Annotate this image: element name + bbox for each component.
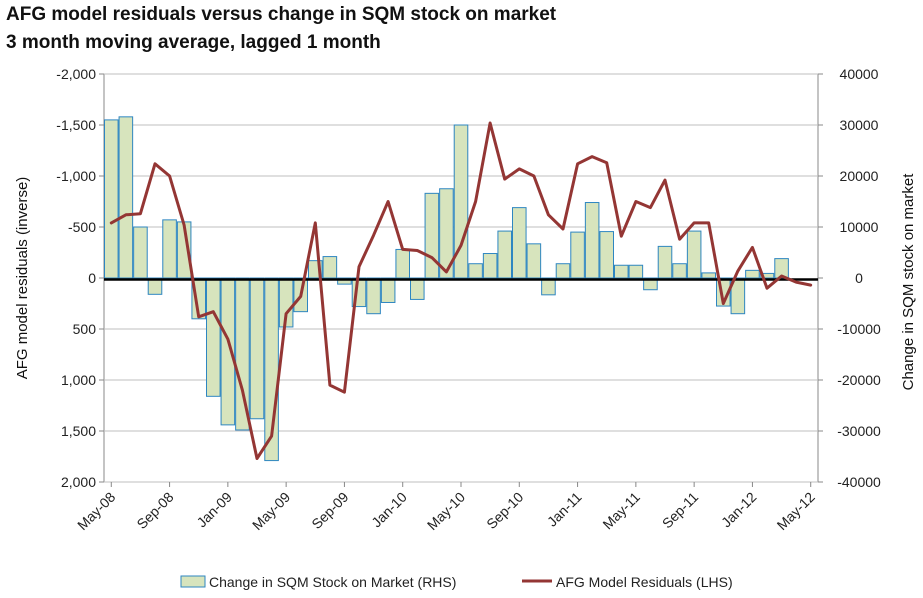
bar [220, 277, 236, 426]
bar [439, 188, 454, 279]
left-tick-label: -500 [68, 219, 96, 235]
left-tick-label: -2,000 [56, 66, 96, 82]
bar [657, 245, 673, 279]
x-tick-label: Sep-09 [308, 489, 351, 532]
right-tick-label: 30000 [840, 117, 879, 133]
left-tick-label: 500 [73, 321, 97, 337]
chart-title: AFG model residuals versus change in SQM… [6, 4, 557, 25]
bar [570, 231, 585, 279]
bar [410, 277, 425, 300]
x-tick-label: May-11 [599, 489, 643, 533]
bar [235, 277, 250, 431]
bar [759, 272, 775, 279]
right-tick-label: -10000 [837, 321, 881, 337]
bar [322, 256, 338, 279]
bar [497, 230, 512, 279]
residuals-line [109, 121, 813, 460]
bar [555, 263, 571, 279]
x-tick-label: May-09 [249, 489, 293, 533]
legend-bar-label: Change in SQM Stock on Market (RHS) [209, 574, 456, 590]
x-tick-label: Jan-12 [718, 489, 760, 531]
bar [614, 264, 629, 279]
bar [643, 277, 658, 291]
x-tick-label: Sep-08 [133, 489, 176, 532]
bar [584, 202, 600, 279]
bar [366, 277, 381, 315]
bar [147, 277, 163, 295]
bar [526, 243, 542, 279]
left-tick-label: 0 [88, 270, 96, 286]
bar [482, 253, 498, 279]
right-tick-label: -20000 [837, 372, 881, 388]
bar [672, 263, 687, 279]
bar [206, 277, 221, 397]
x-tick-label: Sep-10 [483, 489, 526, 532]
bar [278, 277, 294, 328]
bar [380, 277, 396, 303]
x-tick-label: May-08 [74, 489, 118, 533]
legend-bar-swatch [180, 575, 206, 588]
bar [541, 277, 556, 296]
bar [118, 116, 134, 279]
x-tick-label: Jan-10 [368, 489, 410, 531]
bar [162, 219, 177, 279]
bar [424, 192, 440, 279]
left-tick-label: 1,000 [61, 372, 96, 388]
left-tick-label: 1,500 [61, 423, 96, 439]
x-tick-label: Sep-11 [659, 489, 702, 532]
x-tick-label: Jan-11 [544, 489, 585, 530]
bar [599, 231, 615, 279]
bar [512, 207, 527, 279]
bar [745, 269, 760, 279]
bar [104, 119, 119, 279]
right-axis-label: Change in SQM stock on market [900, 173, 917, 391]
bar [468, 263, 483, 279]
bar [701, 272, 717, 279]
bar [337, 277, 352, 285]
right-tick-label: -40000 [837, 474, 881, 490]
bar [774, 258, 789, 279]
right-tick-label: -30000 [837, 423, 881, 439]
left-tick-label: -1,500 [56, 117, 96, 133]
x-tick-label: Jan-09 [193, 489, 235, 531]
x-tick-label: May-12 [774, 489, 818, 533]
left-tick-label: -1,000 [56, 168, 96, 184]
bar [730, 277, 746, 315]
x-tick-label: May-10 [424, 489, 468, 533]
bar [249, 277, 265, 420]
bar [628, 264, 644, 279]
legend: Change in SQM Stock on Market (RHS) AFG … [180, 574, 733, 590]
left-tick-label: 2,000 [61, 474, 96, 490]
legend-line-label: AFG Model Residuals (LHS) [556, 574, 733, 590]
left-axis-label: AFG model residuals (inverse) [14, 177, 31, 380]
right-tick-label: 20000 [840, 168, 879, 184]
right-tick-label: 10000 [840, 219, 879, 235]
right-tick-label: 0 [855, 270, 863, 286]
chart-subtitle: 3 month moving average, lagged 1 month [6, 32, 381, 53]
bar [395, 248, 410, 279]
bar [133, 226, 148, 279]
right-tick-label: 40000 [840, 66, 879, 82]
bar [686, 230, 702, 279]
